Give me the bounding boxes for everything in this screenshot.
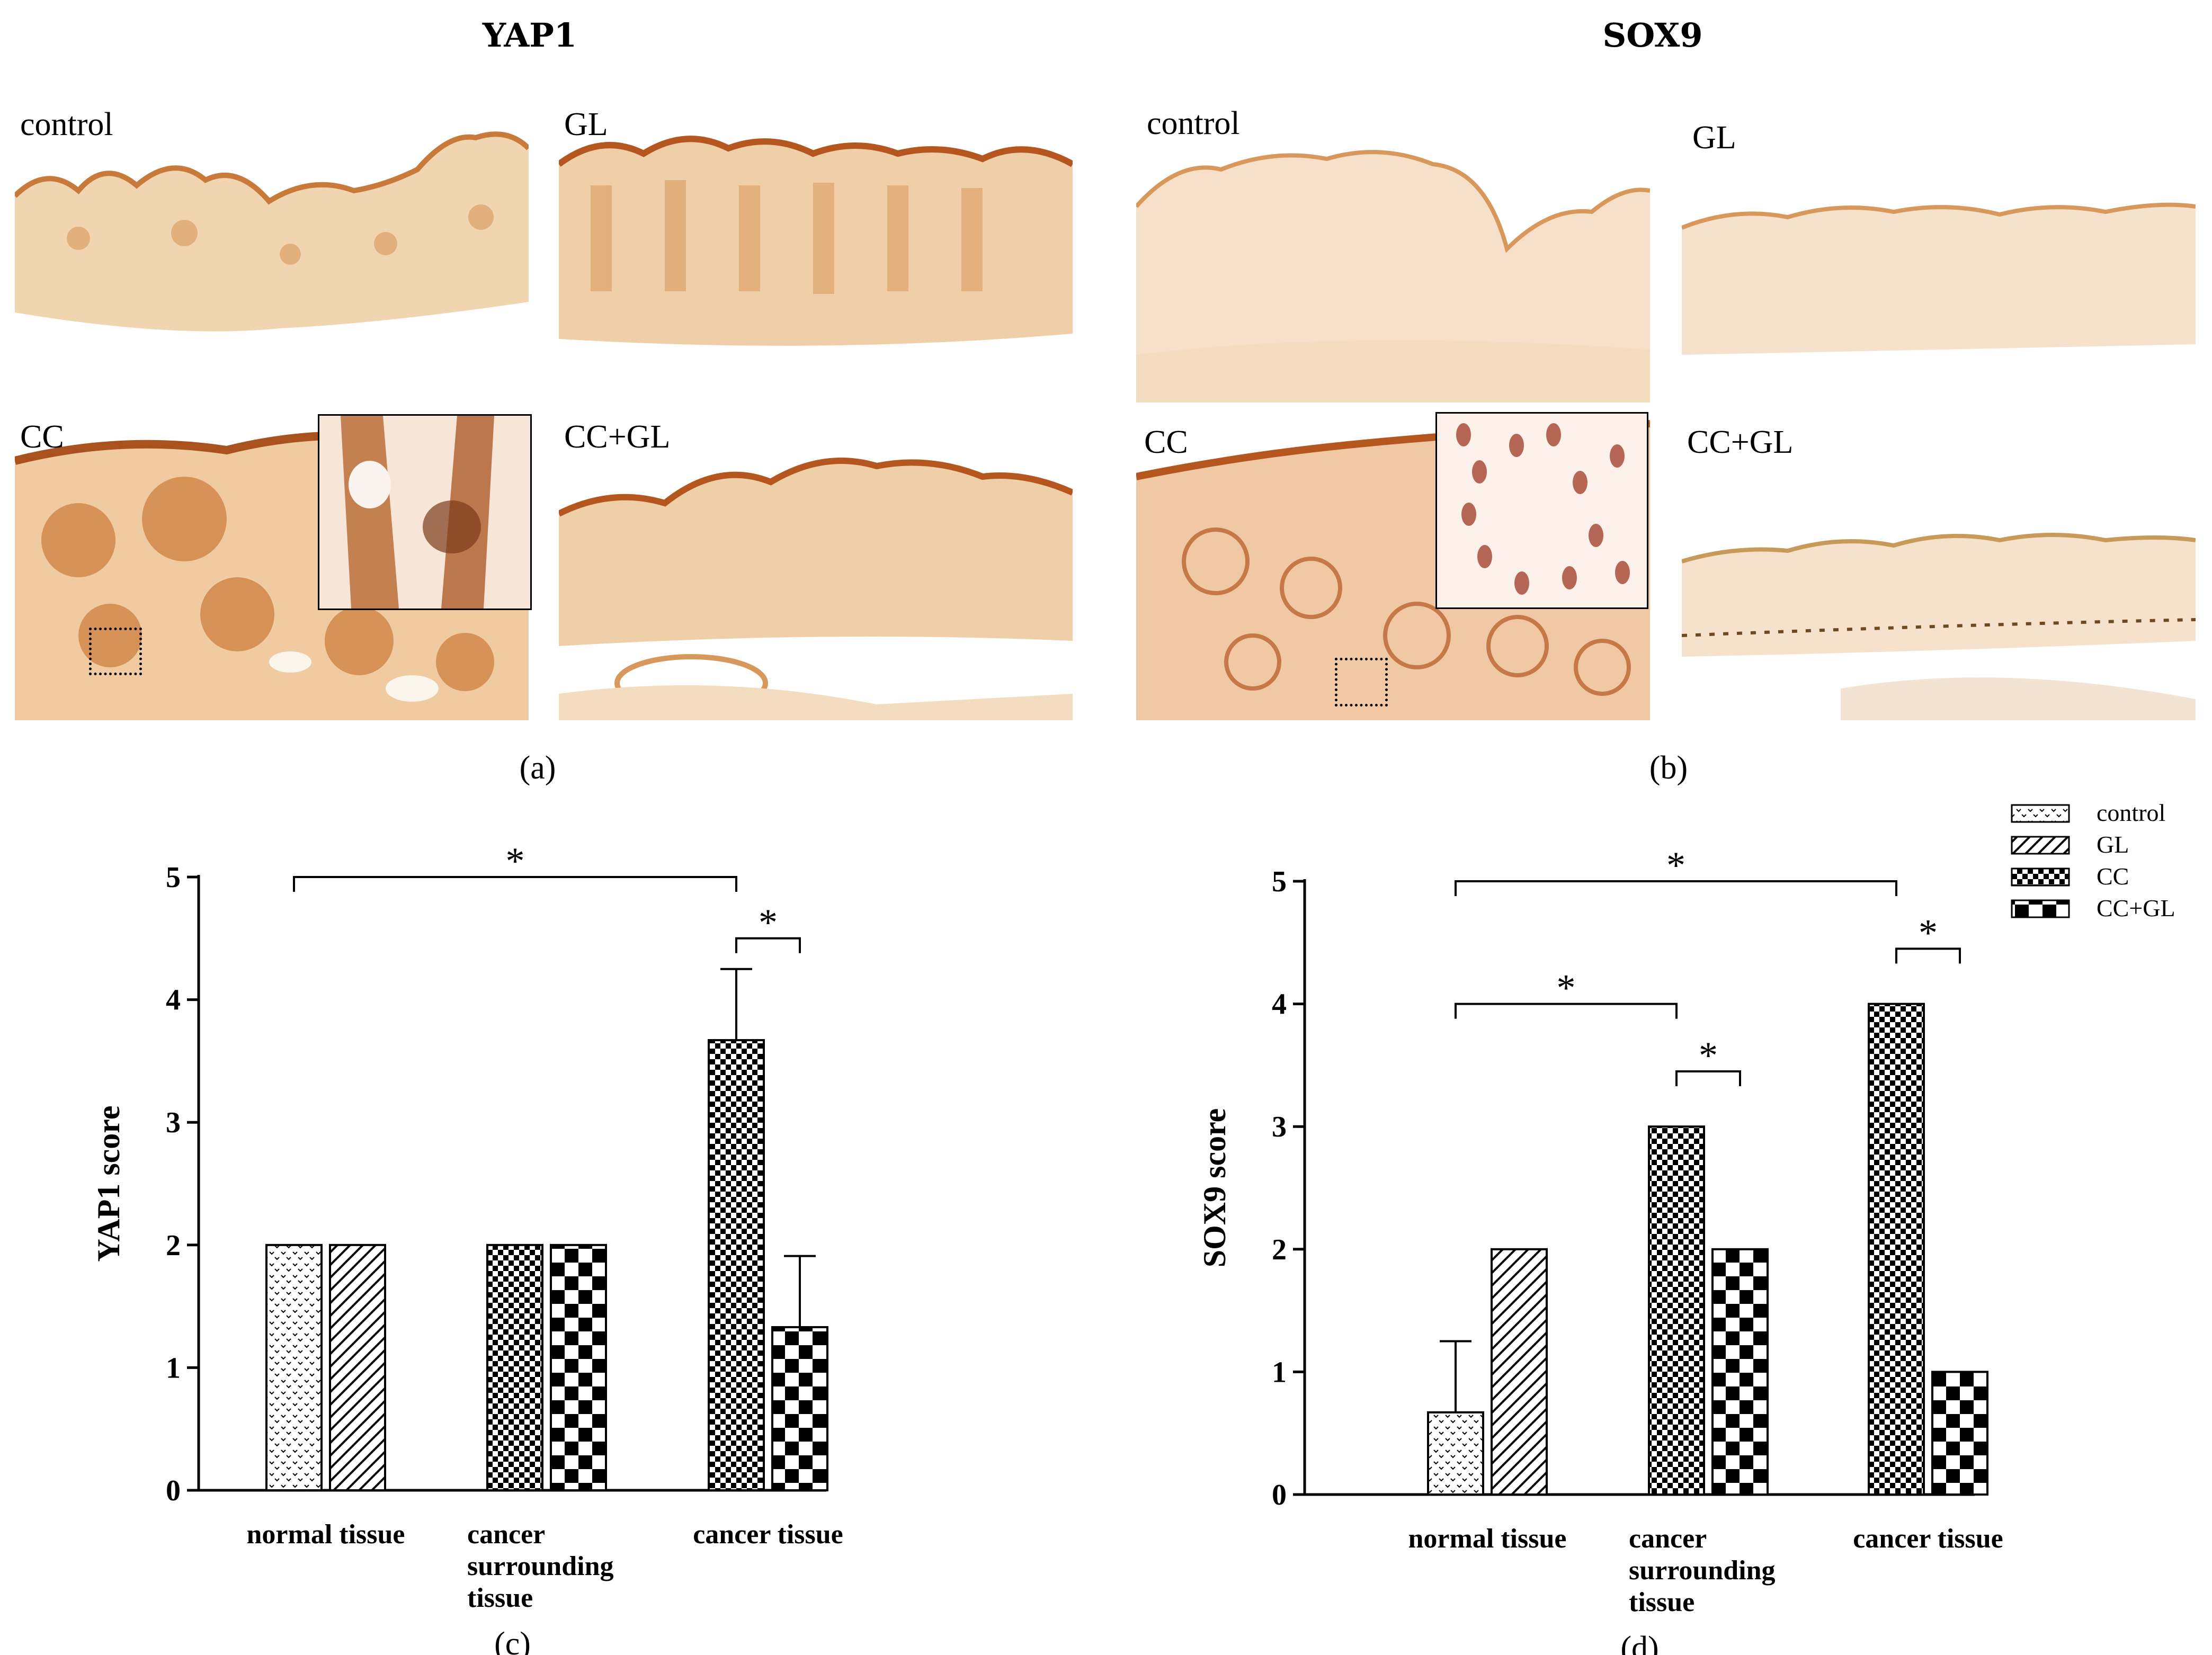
y-tick-label: 1	[166, 1352, 181, 1384]
x-category-label: normal tissue	[1408, 1524, 1567, 1554]
y-tick-label: 0	[1272, 1479, 1287, 1511]
y-tick-label: 1	[1272, 1356, 1287, 1389]
y-tick-label: 3	[1272, 1111, 1287, 1143]
y-tick-label: 3	[166, 1106, 181, 1139]
significance-bracket	[735, 937, 801, 953]
bar-normal-tissue-gl	[329, 1244, 386, 1491]
bar-cancer-tissue-cc-gl	[771, 1326, 828, 1491]
chart-sox9-score: 0 1 2 3 4 5 SOX9 score * * * * normal tissue cancers…	[1197, 799, 2175, 1655]
legend-label-control: control	[2097, 799, 2165, 826]
roi-box-yap1	[89, 628, 142, 675]
bar-cancer-surrounding-tissue-cc	[1648, 1125, 1705, 1496]
legend-label-cc: CC	[2097, 863, 2129, 890]
bar-cancer-tissue-cc-gl	[1931, 1371, 1988, 1496]
significance-bracket	[1675, 1070, 1741, 1086]
micrograph-sox9-control	[1136, 101, 1650, 402]
x-category-label: cancer	[467, 1519, 545, 1550]
legend-swatch-gl	[2011, 836, 2070, 855]
y-tick-label: 4	[1272, 988, 1287, 1021]
legend-swatch-cc	[2011, 867, 2070, 887]
legend-label-cc-gl: CC+GL	[2097, 894, 2175, 922]
label-yap1-cc-gl: CC+GL	[564, 419, 671, 455]
x-category-label: cancer tissue	[693, 1519, 843, 1550]
y-tick-label: 0	[166, 1474, 181, 1507]
y-tick-label: 5	[166, 861, 181, 894]
y-tick-label: 5	[1272, 865, 1287, 898]
significance-star: *	[759, 901, 778, 944]
y-tick-label: 2	[1272, 1233, 1287, 1266]
label-sox9-cc: CC	[1144, 424, 1188, 460]
x-category-label: tissue	[467, 1583, 533, 1613]
micrograph-sox9-cc-inset	[1435, 412, 1648, 609]
x-category-label: cancer tissue	[1853, 1524, 2003, 1554]
significance-bracket	[293, 876, 737, 892]
label-yap1-control: control	[20, 106, 113, 142]
bar-cancer-surrounding-tissue-cc	[486, 1244, 543, 1491]
label-sox9-gl: GL	[1692, 120, 1736, 156]
micrograph-sox9-cc-gl	[1682, 424, 2196, 720]
bar-normal-tissue-control	[265, 1244, 323, 1491]
chart-yap1-score: 0 1 2 3 4 5 YAP1 score * * normal tissue cancersur…	[91, 840, 843, 1655]
x-category-label: surrounding	[1629, 1555, 1776, 1586]
significance-star: *	[1919, 911, 1938, 954]
y-axis-label: YAP1 score	[91, 1106, 126, 1262]
x-category-label: normal tissue	[247, 1519, 405, 1550]
micrograph-yap1-cc-gl	[559, 418, 1073, 720]
legend-label-gl: GL	[2097, 831, 2129, 858]
roi-box-sox9	[1335, 658, 1388, 706]
micrograph-yap1-gl	[559, 101, 1073, 360]
panel-a-title: YAP1	[482, 16, 577, 55]
significance-star: *	[1666, 844, 1685, 887]
legend-swatch-cc-gl	[2011, 899, 2070, 918]
micrograph-sox9-gl	[1682, 101, 2196, 408]
bar-normal-tissue-gl	[1491, 1248, 1548, 1496]
panel-a-label: (a)	[519, 750, 556, 786]
x-category-label: cancer	[1629, 1524, 1707, 1554]
significance-bracket	[1455, 880, 1897, 896]
label-sox9-cc-gl: CC+GL	[1687, 424, 1794, 460]
panel-b-label: (b)	[1649, 750, 1688, 786]
significance-star: *	[1557, 967, 1576, 1009]
label-yap1-cc: CC	[20, 419, 64, 455]
bar-cancer-tissue-cc	[1868, 1003, 1925, 1496]
label-yap1-gl: GL	[564, 106, 608, 142]
y-tick-label: 2	[166, 1229, 181, 1262]
bar-cancer-tissue-cc	[708, 1039, 765, 1491]
x-category-label: surrounding	[467, 1551, 614, 1581]
micrograph-yap1-control	[15, 101, 529, 350]
bar-normal-tissue-control	[1427, 1411, 1484, 1496]
y-tick-label: 4	[166, 984, 181, 1017]
label-sox9-control: control	[1147, 105, 1240, 141]
legend-swatch-control	[2011, 804, 2070, 823]
panel-label: (c)	[494, 1626, 531, 1655]
significance-star: *	[506, 840, 525, 882]
micrograph-yap1-cc-inset	[318, 414, 532, 610]
panel-label: (d)	[1620, 1630, 1658, 1655]
x-category-label: tissue	[1629, 1587, 1694, 1617]
bar-cancer-surrounding-tissue-cc-gl	[550, 1244, 607, 1491]
significance-bracket	[1895, 947, 1961, 964]
significance-star: *	[1699, 1034, 1718, 1077]
significance-bracket	[1455, 1003, 1678, 1019]
panel-b-title: SOX9	[1602, 16, 1703, 55]
bar-cancer-surrounding-tissue-cc-gl	[1711, 1248, 1769, 1496]
y-axis-label: SOX9 score	[1197, 1108, 1232, 1268]
